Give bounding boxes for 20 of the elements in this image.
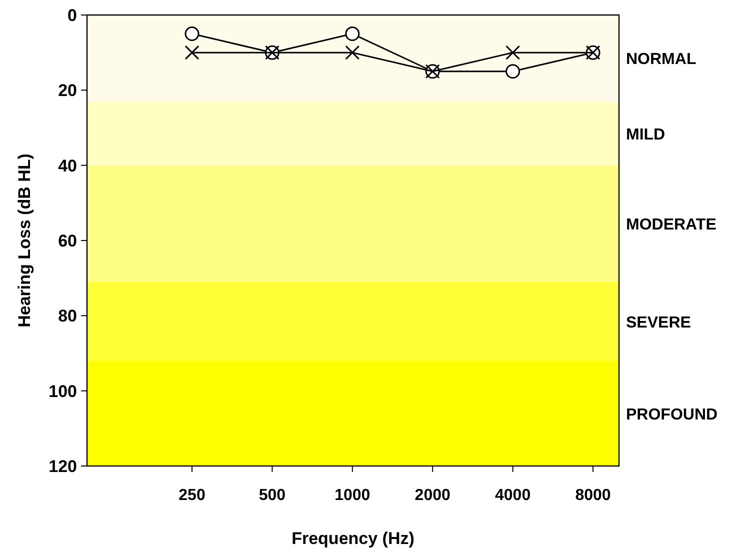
x-tick-label: 2000: [414, 487, 450, 504]
x-tick-label: 250: [178, 487, 206, 504]
band-label: NORMAL: [626, 51, 696, 68]
x-tick-label: 1000: [334, 487, 370, 504]
x-axis-title: Frequency (Hz): [292, 529, 414, 548]
x-tick-label: 500: [258, 487, 286, 504]
y-tick-label: 100: [48, 382, 77, 401]
band-label: PROFOUND: [626, 406, 718, 424]
y-axis-title: Hearing Loss (dB HL): [15, 154, 34, 328]
y-tick-label: 40: [58, 156, 77, 176]
y-tick-label: 120: [48, 457, 77, 476]
x-tick-label: 4000: [495, 487, 531, 504]
x-tick-label: 8000: [575, 487, 611, 504]
y-tick-label: 80: [58, 306, 77, 326]
y-tick-label: 20: [58, 81, 77, 100]
band-label: MILD: [626, 126, 666, 144]
y-tick-label: 0: [68, 6, 77, 25]
y-tick-label: 60: [58, 232, 77, 250]
band-label: MODERATE: [626, 216, 717, 234]
band-label: SEVERE: [626, 314, 692, 332]
